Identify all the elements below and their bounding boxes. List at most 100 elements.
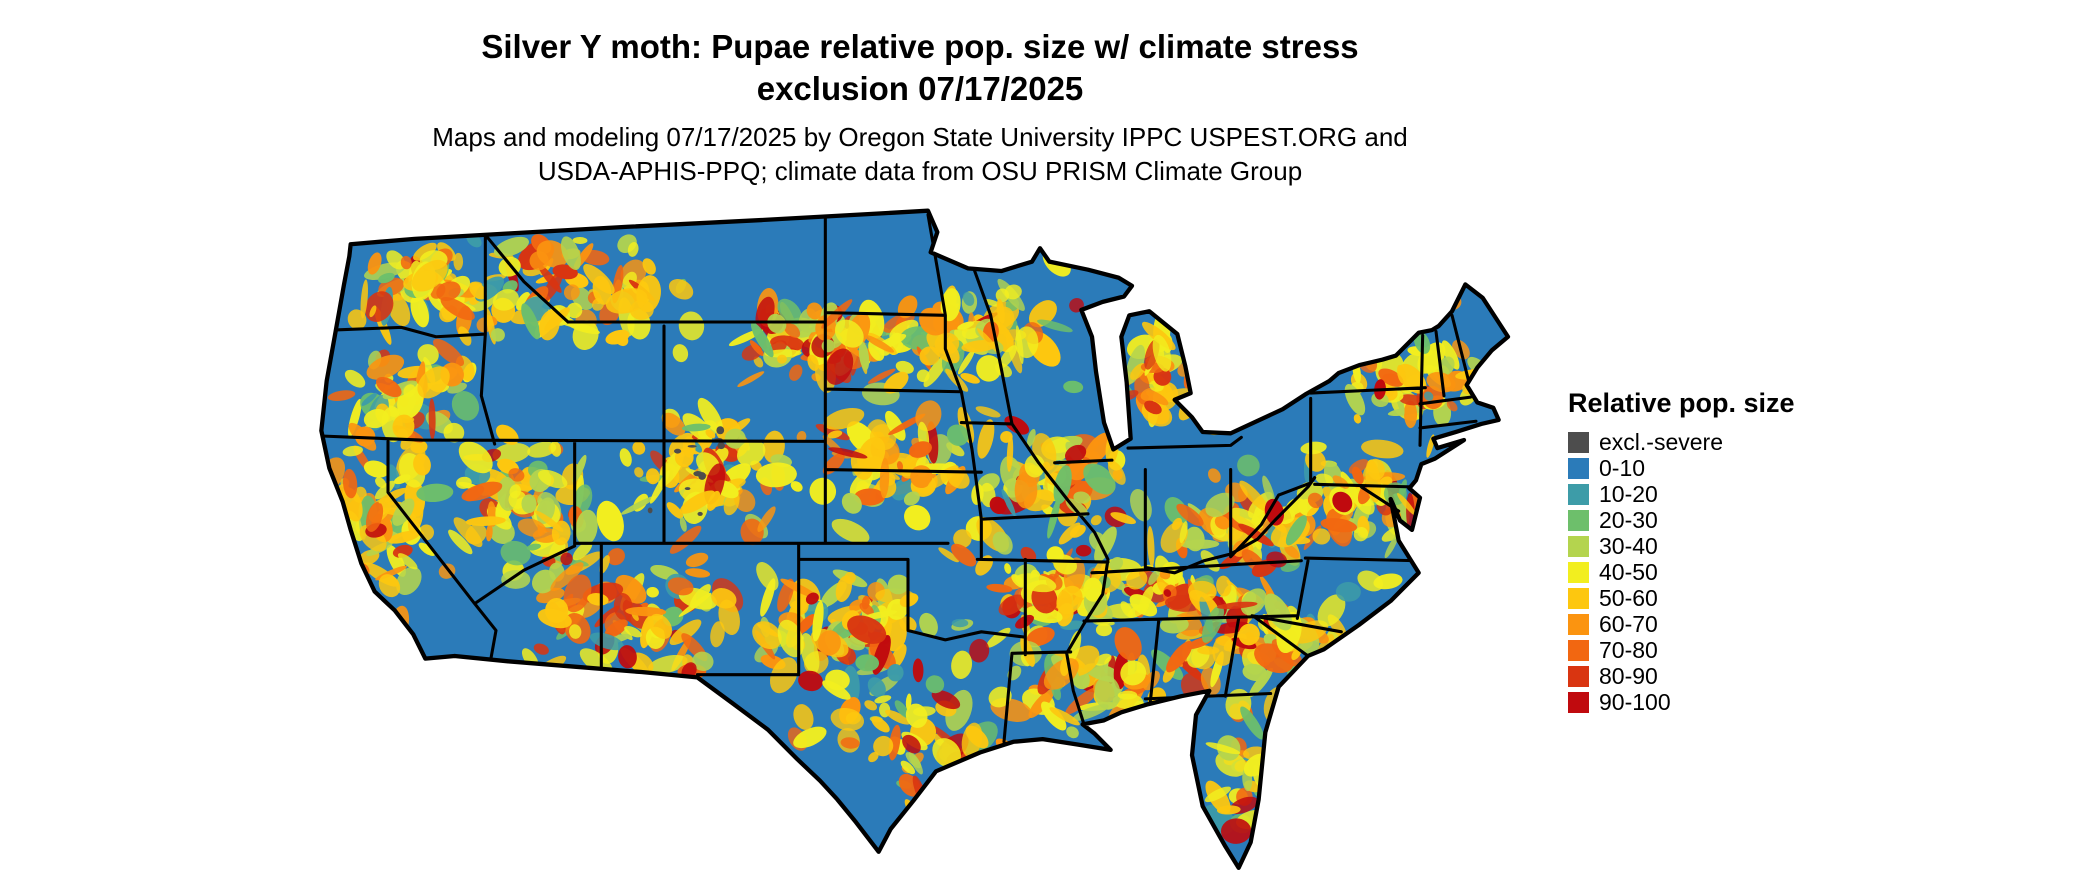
heat-blob: [1073, 491, 1091, 504]
heat-blob: [796, 430, 807, 443]
heat-blob: [1094, 675, 1121, 710]
heat-blob: [900, 760, 916, 775]
heat-blob: [737, 371, 765, 388]
heat-blob: [905, 703, 928, 728]
heat-blob-excluded: [697, 511, 703, 516]
heat-blob: [992, 531, 1013, 555]
heat-blob: [1384, 535, 1399, 559]
heat-blob: [1247, 362, 1272, 383]
heat-blob: [750, 322, 774, 358]
heat-blob: [569, 624, 582, 639]
heat-blob: [634, 467, 644, 478]
heat-blob: [343, 572, 350, 605]
heat-blob: [1159, 388, 1192, 403]
heat-blob: [417, 366, 450, 399]
heat-blob: [1061, 747, 1085, 770]
heat-blob: [976, 355, 1002, 382]
heat-blob: [887, 574, 910, 595]
heat-blob: [988, 686, 1012, 708]
heat-blob: [823, 407, 865, 430]
heat-blob: [879, 457, 890, 499]
heat-blob: [537, 469, 568, 489]
heat-blob: [451, 391, 480, 421]
heat-blob: [1208, 468, 1221, 483]
heat-blob: [573, 484, 593, 514]
legend-item-80-90: 80-90: [1568, 664, 1868, 687]
heat-blob: [1216, 805, 1241, 815]
heat-blob: [642, 258, 656, 275]
heat-blob: [550, 562, 584, 592]
heat-blob: [416, 483, 454, 503]
heat-blob: [1240, 588, 1267, 616]
heat-blob: [1320, 518, 1358, 533]
legend-label: 30-40: [1599, 532, 1658, 559]
legend-item-50-60: 50-60: [1568, 586, 1868, 609]
heat-blob: [620, 495, 657, 515]
heat-blob: [645, 468, 660, 485]
heat-blob: [393, 474, 411, 485]
legend-item-10-20: 10-20: [1568, 482, 1868, 505]
heat-blob: [864, 334, 895, 353]
heat-blob: [908, 441, 932, 458]
heat-blob: [669, 525, 702, 554]
map-title: Silver Y moth: Pupae relative pop. size …: [20, 26, 1820, 110]
legend-swatch: [1568, 431, 1589, 453]
heat-blob: [1014, 471, 1038, 509]
heat-blob: [335, 584, 353, 610]
heat-blob: [551, 520, 571, 546]
heat-blob: [874, 695, 892, 704]
heat-blob: [1120, 660, 1147, 686]
heat-blob: [1277, 364, 1299, 388]
heat-blob: [1114, 627, 1142, 661]
heat-blob: [575, 509, 598, 546]
heat-blob: [342, 468, 358, 499]
heat-blob: [366, 354, 405, 380]
heat-blob: [947, 798, 959, 819]
heat-blob: [831, 518, 870, 544]
heat-blob: [783, 322, 801, 338]
heat-blob: [1152, 334, 1172, 372]
heat-blob: [718, 599, 740, 635]
heat-blob: [493, 236, 529, 257]
heat-blob: [1257, 351, 1288, 381]
legend-items: excl.-severe 0-10 10-20 20-30 30-40 40-50 50-6…: [1568, 430, 1868, 713]
heat-blob: [989, 496, 1007, 515]
heat-blob: [1179, 521, 1188, 544]
heat-blob: [418, 542, 436, 556]
heat-blob: [1188, 580, 1217, 602]
heat-blob: [1066, 726, 1079, 739]
heat-blob: [428, 398, 436, 440]
heat-blob: [1095, 623, 1113, 637]
heat-blob: [827, 430, 843, 439]
heat-blob: [996, 298, 1005, 324]
heat-blob: [986, 583, 1013, 593]
heat-blob: [1144, 400, 1162, 415]
heat-blob: [1014, 776, 1032, 797]
heat-blob: [648, 613, 673, 639]
heat-blob: [737, 439, 766, 466]
heat-blob: [1145, 390, 1169, 406]
heat-blob: [1353, 527, 1369, 542]
heat-blob: [999, 345, 1017, 369]
heat-blob: [624, 625, 642, 638]
heat-blob: [830, 707, 865, 731]
heat-blob: [517, 518, 547, 538]
heat-blob: [648, 654, 688, 674]
heat-blob: [986, 627, 1011, 648]
heat-blob: [1028, 300, 1057, 328]
heat-blob: [464, 485, 485, 502]
heat-blob: [951, 543, 977, 567]
heat-blob: [1423, 766, 1450, 788]
heat-blob: [793, 704, 814, 730]
heat-blob: [604, 619, 628, 638]
heat-blob: [867, 677, 886, 698]
heat-blob: [1006, 435, 1014, 472]
heat-blob: [1000, 431, 1013, 443]
heat-blob: [757, 506, 776, 532]
heat-blob: [1084, 432, 1112, 465]
legend-item-0-10: 0-10: [1568, 456, 1868, 479]
heat-blob: [492, 442, 531, 464]
heat-blob: [1216, 601, 1258, 610]
heat-blob-excluded: [716, 426, 725, 435]
heat-blob: [666, 502, 684, 519]
